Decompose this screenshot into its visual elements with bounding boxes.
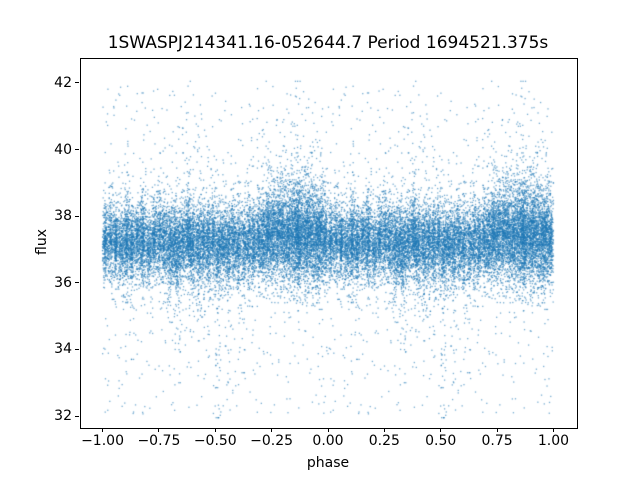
y-tick-mark [75, 348, 79, 350]
y-tick-label: 34 [54, 341, 72, 358]
x-tick-label: 1.00 [537, 433, 570, 449]
x-tick-label: −0.75 [137, 433, 181, 449]
y-axis-label: flux [34, 229, 50, 255]
x-tick-label: −0.50 [193, 433, 237, 449]
x-tick-label: 0.75 [481, 433, 513, 449]
x-tick-mark [271, 428, 273, 432]
y-tick-mark [75, 215, 79, 217]
y-tick-label: 38 [54, 208, 72, 225]
x-tick-label: 0.00 [312, 433, 344, 449]
y-tick-mark [75, 415, 79, 417]
x-tick-mark [552, 428, 554, 432]
x-tick-mark [383, 428, 385, 432]
x-tick-mark [496, 428, 498, 432]
x-tick-mark [440, 428, 442, 432]
x-tick-mark [158, 428, 160, 432]
x-tick-mark [102, 428, 104, 432]
scatter-points-canvas [80, 58, 576, 427]
x-axis-label: phase [306, 455, 350, 471]
x-tick-mark [214, 428, 216, 432]
x-tick-label: −1.00 [81, 433, 124, 449]
x-tick-label: 0.50 [425, 433, 457, 449]
chart-title: 1SWASPJ214341.16-052644.7 Period 1694521… [107, 33, 549, 53]
y-tick-label: 32 [54, 408, 72, 424]
y-tick-mark [75, 82, 79, 84]
x-tick-mark [327, 428, 329, 432]
y-tick-label: 36 [54, 274, 72, 291]
y-tick-label: 42 [54, 74, 72, 91]
y-tick-mark [75, 282, 79, 284]
x-tick-label: 0.25 [368, 433, 400, 449]
y-tick-mark [75, 149, 79, 151]
x-tick-label: −0.25 [250, 433, 294, 449]
y-tick-label: 40 [54, 141, 72, 158]
